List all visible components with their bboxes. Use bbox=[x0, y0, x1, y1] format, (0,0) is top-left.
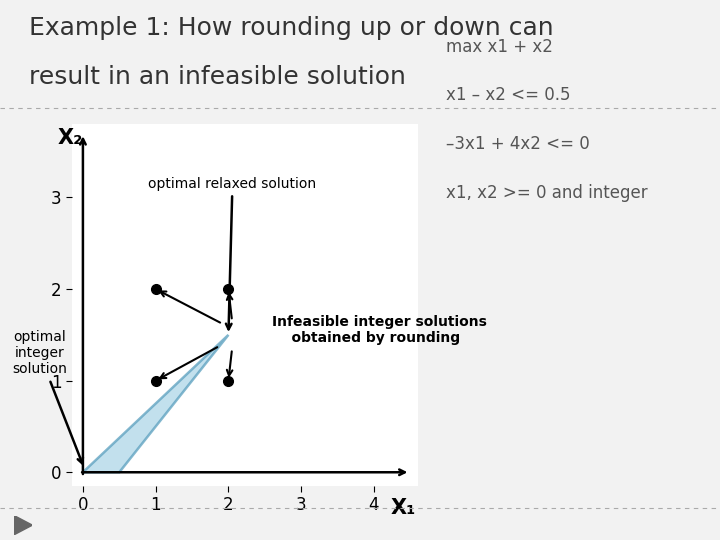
Text: –3x1 + 4x2 <= 0: –3x1 + 4x2 <= 0 bbox=[446, 135, 590, 153]
Text: optimal
integer
solution: optimal integer solution bbox=[12, 330, 83, 463]
Text: Infeasible integer solutions
    obtained by rounding: Infeasible integer solutions obtained by… bbox=[272, 315, 487, 346]
Text: x1, x2 >= 0 and integer: x1, x2 >= 0 and integer bbox=[446, 184, 648, 201]
Polygon shape bbox=[83, 335, 228, 472]
Text: X₂: X₂ bbox=[57, 128, 83, 148]
Text: optimal relaxed solution: optimal relaxed solution bbox=[148, 177, 317, 329]
Text: max x1 + x2: max x1 + x2 bbox=[446, 38, 553, 56]
Polygon shape bbox=[14, 516, 32, 535]
Text: Example 1: How rounding up or down can: Example 1: How rounding up or down can bbox=[29, 16, 554, 40]
Text: X₁: X₁ bbox=[390, 498, 415, 518]
Text: result in an infeasible solution: result in an infeasible solution bbox=[29, 65, 405, 89]
Text: x1 – x2 <= 0.5: x1 – x2 <= 0.5 bbox=[446, 86, 571, 104]
